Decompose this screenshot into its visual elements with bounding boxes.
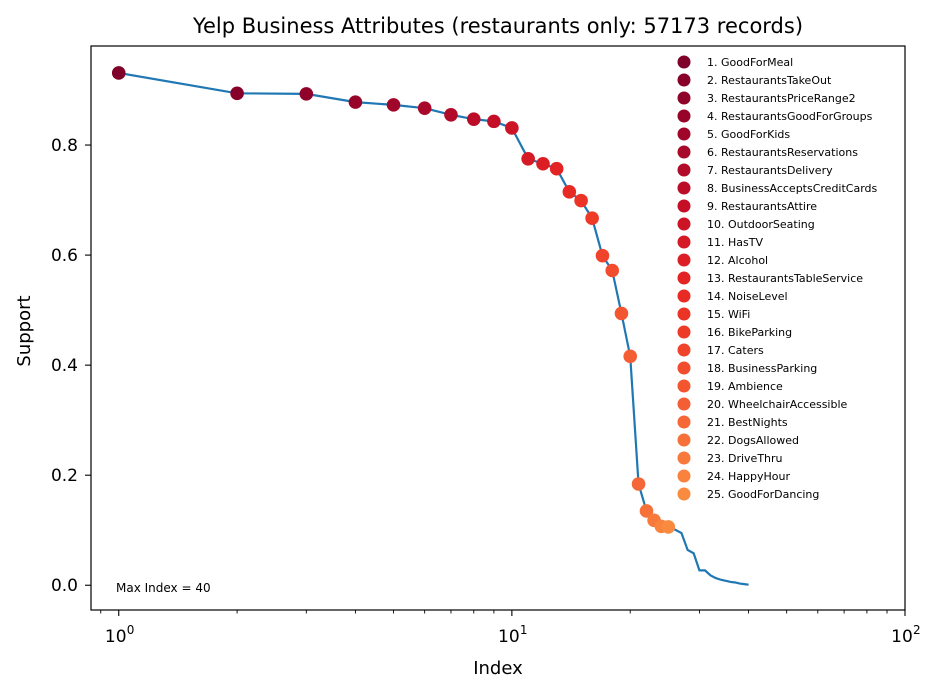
legend-label-17: 17. Caters (707, 344, 764, 357)
legend-label-4: 4. RestaurantsGoodForGroups (707, 110, 873, 123)
legend-marker-24 (677, 469, 691, 483)
legend-marker-1 (677, 55, 691, 69)
legend-label-23: 23. DriveThru (707, 452, 783, 465)
y-tick-label-4: 0.8 (51, 136, 78, 156)
x-tick-label-1: 10 (498, 627, 520, 647)
data-point-3 (299, 87, 314, 101)
x-tick-label-0: 10 (105, 627, 127, 647)
data-point-21 (631, 477, 646, 491)
y-tick-label-0: 0.0 (51, 576, 78, 596)
legend-marker-14 (677, 289, 691, 303)
max-index-annotation: Max Index = 40 (116, 581, 211, 595)
legend-marker-9 (677, 199, 691, 213)
legend-label-13: 13. RestaurantsTableService (707, 272, 863, 285)
data-point-13 (549, 161, 564, 176)
legend-marker-17 (677, 343, 691, 357)
legend-marker-13 (677, 271, 691, 285)
data-point-1 (111, 66, 126, 80)
legend-label-21: 21. BestNights (707, 416, 788, 429)
legend-marker-2 (677, 73, 691, 87)
legend-label-10: 10. OutdoorSeating (707, 218, 815, 231)
legend-label-16: 16. BikeParking (707, 326, 792, 339)
data-point-16 (585, 211, 599, 226)
legend: 1. GoodForMeal 2. RestaurantsTakeOut 3. Re… (677, 55, 878, 501)
x-tick-exponent-1: 1 (520, 623, 528, 637)
legend-label-19: 19. Ambience (707, 380, 783, 393)
data-point-25 (661, 520, 676, 534)
legend-label-7: 7. RestaurantsDelivery (707, 164, 833, 177)
data-point-8 (466, 112, 481, 126)
legend-marker-25 (677, 487, 691, 501)
y-tick-label-2: 0.4 (51, 356, 78, 376)
data-point-19 (614, 306, 629, 321)
legend-label-9: 9. RestaurantsAttire (707, 200, 817, 213)
legend-label-12: 12. Alcohol (707, 254, 768, 267)
legend-marker-19 (677, 379, 691, 393)
legend-marker-3 (677, 91, 691, 105)
legend-label-11: 11. HasTV (707, 236, 763, 249)
legend-marker-21 (677, 415, 691, 429)
x-axis-label: Index (473, 658, 523, 679)
legend-label-15: 15. WiFi (707, 308, 750, 321)
data-point-14 (562, 185, 577, 199)
legend-marker-16 (677, 325, 691, 339)
data-point-4 (348, 95, 363, 109)
legend-marker-5 (677, 127, 691, 141)
legend-marker-12 (677, 253, 691, 267)
x-tick-exponent-2: 2 (913, 623, 921, 637)
legend-marker-22 (677, 433, 691, 447)
legend-label-2: 2. RestaurantsTakeOut (707, 74, 832, 87)
data-point-18 (605, 263, 620, 278)
data-point-11 (521, 152, 535, 166)
legend-marker-7 (677, 163, 691, 177)
legend-label-24: 24. HappyHour (707, 470, 790, 483)
legend-marker-18 (677, 361, 691, 375)
legend-label-8: 8. BusinessAcceptsCreditCards (707, 182, 878, 195)
data-point-17 (595, 248, 610, 263)
legend-label-18: 18. BusinessParking (707, 362, 817, 375)
data-point-12 (536, 156, 550, 171)
data-point-2 (230, 86, 244, 101)
legend-label-22: 22. DogsAllowed (707, 434, 799, 447)
data-point-22 (639, 504, 654, 518)
legend-label-14: 14. NoiseLevel (707, 290, 788, 303)
legend-marker-23 (677, 451, 691, 465)
data-point-7 (444, 107, 458, 122)
legend-marker-20 (677, 397, 691, 411)
chart-title: Yelp Business Attributes (restaurants on… (192, 14, 803, 38)
data-point-20 (623, 349, 638, 364)
legend-label-3: 3. RestaurantsPriceRange2 (707, 92, 856, 105)
data-point-15 (574, 193, 588, 208)
data-point-5 (386, 98, 401, 112)
legend-marker-10 (677, 217, 691, 231)
legend-marker-15 (677, 307, 691, 321)
x-tick-label-2: 10 (891, 627, 913, 647)
legend-marker-4 (677, 109, 691, 123)
legend-label-1: 1. GoodForMeal (707, 56, 793, 69)
y-axis-label: Support (14, 295, 35, 366)
support-line (118, 71, 749, 586)
data-point-6 (417, 101, 432, 115)
legend-label-5: 5. GoodForKids (707, 128, 790, 141)
plot-area (111, 66, 749, 586)
y-tick-label-3: 0.6 (51, 246, 78, 266)
legend-label-6: 6. RestaurantsReservations (707, 146, 858, 159)
x-tick-exponent-0: 0 (127, 623, 135, 637)
legend-marker-8 (677, 181, 691, 195)
legend-marker-6 (677, 145, 691, 159)
axes: 0.00.20.40.60.810 0 10 1 10 2 (51, 45, 921, 647)
legend-marker-11 (677, 235, 691, 249)
data-point-10 (505, 121, 519, 135)
data-point-9 (487, 114, 501, 129)
axes-frame (90, 45, 906, 611)
legend-label-20: 20. WheelchairAccessible (707, 398, 848, 411)
y-tick-label-1: 0.2 (51, 466, 78, 486)
legend-label-25: 25. GoodForDancing (707, 488, 819, 501)
